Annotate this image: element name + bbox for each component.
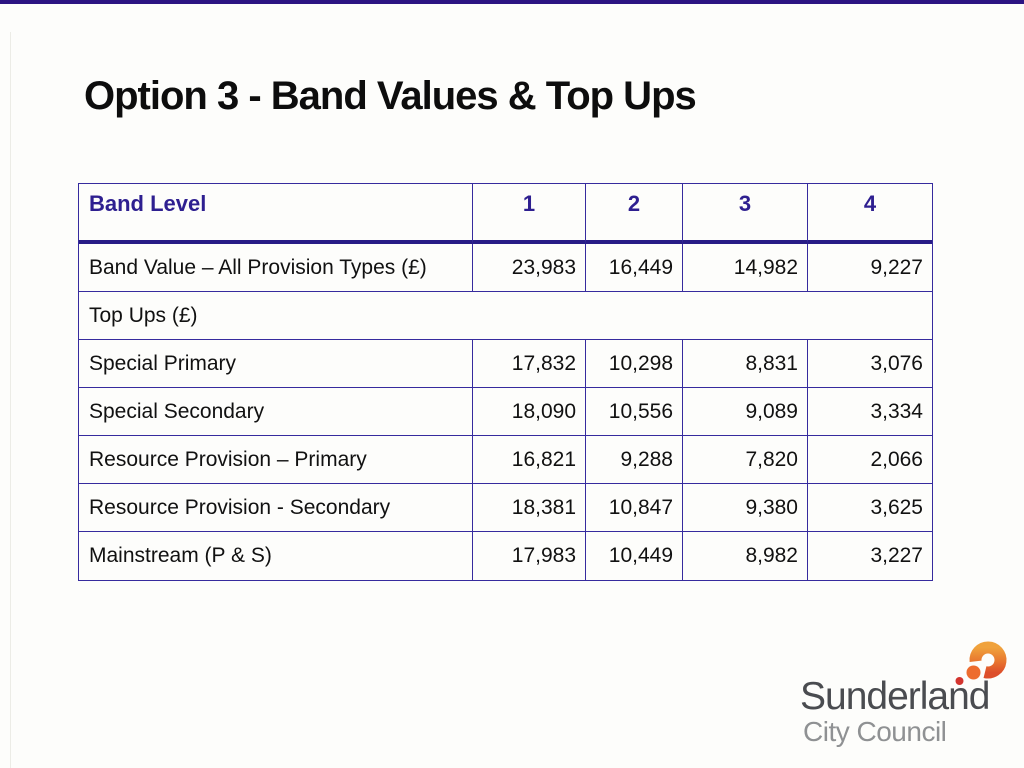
- sunderland-swirl-icon: [955, 641, 1007, 685]
- value-cell: 3,625: [808, 484, 932, 532]
- value-cell: 17,832: [473, 340, 586, 388]
- value-cell: 18,381: [473, 484, 586, 532]
- row-label-cell: Resource Provision – Primary: [79, 436, 473, 484]
- table-row-resource-secondary: Resource Provision - Secondary 18,381 10…: [79, 484, 932, 532]
- row-label-cell: Special Secondary: [79, 388, 473, 436]
- top-accent-bar: [0, 0, 1024, 4]
- value-cell: 10,449: [586, 532, 683, 580]
- row-label-cell: Band Value – All Provision Types (£): [79, 244, 473, 292]
- value-cell: 9,089: [683, 388, 808, 436]
- slide-left-edge: [10, 32, 11, 768]
- table-row-resource-primary: Resource Provision – Primary 16,821 9,28…: [79, 436, 932, 484]
- row-label-cell: Mainstream (P & S): [79, 532, 473, 580]
- column-header-band-2: 2: [586, 184, 683, 244]
- column-header-band-level: Band Level: [79, 184, 473, 244]
- value-cell: 8,982: [683, 532, 808, 580]
- value-cell: 3,076: [808, 340, 932, 388]
- logo-name: Sunderland: [800, 675, 990, 718]
- column-header-band-3: 3: [683, 184, 808, 244]
- value-cell: 17,983: [473, 532, 586, 580]
- table-row-top-ups: Top Ups (£): [79, 292, 932, 340]
- column-header-band-4: 4: [808, 184, 932, 244]
- value-cell: 9,380: [683, 484, 808, 532]
- row-label-cell: Special Primary: [79, 340, 473, 388]
- value-cell: 10,298: [586, 340, 683, 388]
- value-cell: 23,983: [473, 244, 586, 292]
- column-header-band-1: 1: [473, 184, 586, 244]
- table-row-special-secondary: Special Secondary 18,090 10,556 9,089 3,…: [79, 388, 932, 436]
- value-cell: 2,066: [808, 436, 932, 484]
- value-cell: 16,821: [473, 436, 586, 484]
- value-cell: 9,288: [586, 436, 683, 484]
- slide-title: Option 3 - Band Values & Top Ups: [84, 74, 697, 118]
- value-cell: 8,831: [683, 340, 808, 388]
- value-cell: 3,334: [808, 388, 932, 436]
- section-label-cell: Top Ups (£): [79, 292, 932, 340]
- value-cell: 7,820: [683, 436, 808, 484]
- value-cell: 10,847: [586, 484, 683, 532]
- value-cell: 3,227: [870, 544, 923, 567]
- value-cell: 16,449: [586, 244, 683, 292]
- table-header-row: Band Level 1 2 3 4: [79, 184, 932, 244]
- logo-subtitle: City Council: [803, 716, 947, 747]
- value-cell: 14,982: [683, 244, 808, 292]
- sunderland-logo: Sunderland City Council: [790, 630, 1020, 760]
- value-cell: 9,227: [808, 244, 932, 292]
- table-row-band-value: Band Value – All Provision Types (£) 23,…: [79, 244, 932, 292]
- table-row-special-primary: Special Primary 17,832 10,298 8,831 3,07…: [79, 340, 932, 388]
- value-cell: 10,556: [586, 388, 683, 436]
- value-cell: 18,090: [473, 388, 586, 436]
- table-row-mainstream: Mainstream (P & S) 17,983 10,449 8,982 3…: [79, 532, 932, 580]
- band-values-table: Band Level 1 2 3 4 Band Value – All Prov…: [78, 183, 933, 581]
- row-label-cell: Resource Provision - Secondary: [79, 484, 473, 532]
